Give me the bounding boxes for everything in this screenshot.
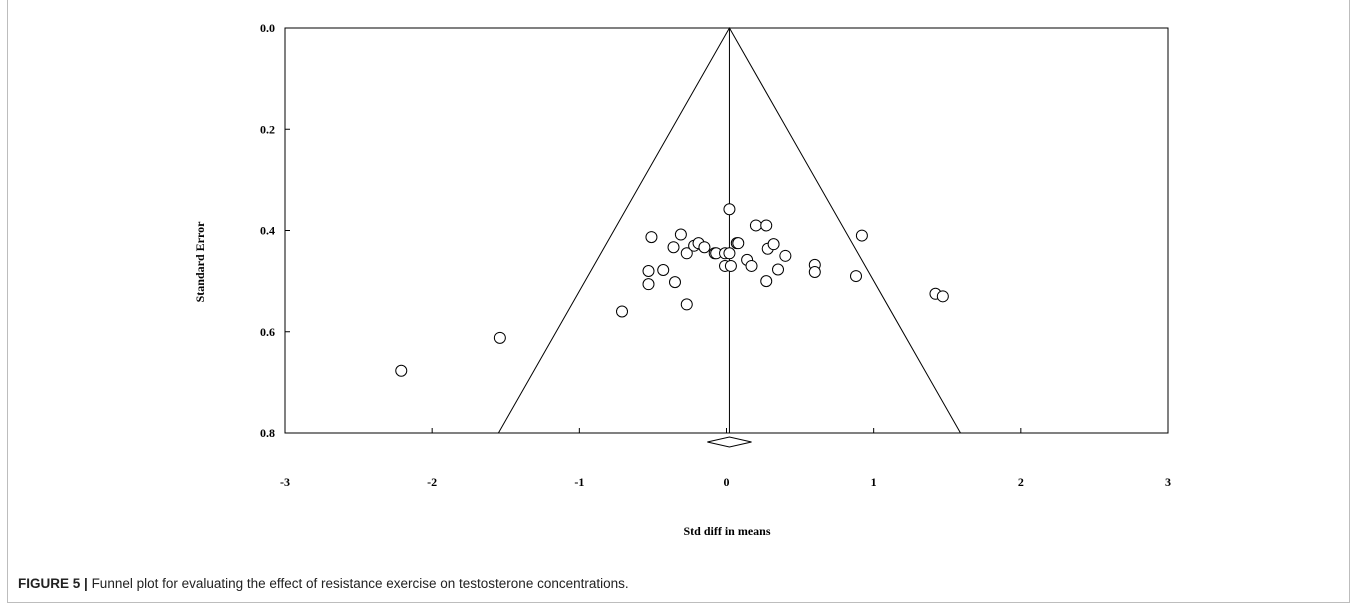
- study-point: [493, 331, 506, 344]
- study-point: [674, 228, 687, 241]
- x-axis-title: Std diff in means: [683, 524, 770, 538]
- figure-caption: FIGURE 5 | Funnel plot for evaluating th…: [18, 576, 1338, 591]
- study-point: [850, 270, 863, 283]
- x-tick-label: 0: [724, 475, 730, 489]
- figure-label: FIGURE 5 |: [18, 576, 88, 591]
- study-point: [668, 276, 681, 289]
- funnel-lines: [497, 26, 961, 434]
- x-tick-label: -2: [427, 475, 437, 489]
- x-axis-ticks: -3 -2 -1 0 1 2 3: [280, 428, 1171, 489]
- study-point: [760, 275, 773, 288]
- y-tick-label: 0.8: [260, 426, 275, 440]
- study-point: [723, 247, 736, 260]
- pooled-effect-diamond: [707, 436, 752, 448]
- study-point: [767, 238, 780, 251]
- study-point: [745, 259, 758, 272]
- study-point: [680, 298, 693, 311]
- plot-area: [284, 27, 1169, 434]
- study-point: [808, 266, 821, 279]
- study-point: [936, 290, 949, 303]
- study-point: [732, 237, 745, 250]
- study-point: [395, 364, 408, 377]
- y-tick-label: 0.4: [260, 224, 275, 238]
- study-points: [395, 203, 949, 377]
- y-tick-label: 0.2: [260, 122, 275, 136]
- study-point: [642, 265, 655, 277]
- y-tick-label: 0.0: [260, 21, 275, 35]
- x-tick-label: 1: [871, 475, 877, 489]
- study-point: [760, 219, 773, 232]
- study-point: [680, 247, 693, 260]
- study-point: [772, 263, 785, 276]
- x-tick-label: 3: [1165, 475, 1171, 489]
- study-point: [698, 241, 711, 254]
- figure-caption-text: Funnel plot for evaluating the effect of…: [91, 576, 629, 591]
- y-axis-title: Standard Error: [193, 221, 207, 302]
- study-point: [855, 229, 868, 242]
- study-point: [642, 278, 655, 291]
- study-point: [779, 249, 792, 262]
- study-point: [749, 219, 762, 232]
- x-tick-label: -3: [280, 475, 290, 489]
- study-point: [616, 305, 629, 318]
- y-axis-ticks: 0.0 0.2 0.4 0.6 0.8: [260, 21, 290, 440]
- study-point: [724, 259, 737, 272]
- study-point: [657, 263, 670, 276]
- study-point: [723, 203, 736, 216]
- figure-frame: [7, 0, 1350, 603]
- study-point: [667, 241, 680, 254]
- study-point: [645, 231, 658, 244]
- x-tick-label: 2: [1018, 475, 1024, 489]
- y-tick-label: 0.6: [260, 325, 275, 339]
- x-tick-label: -1: [574, 475, 584, 489]
